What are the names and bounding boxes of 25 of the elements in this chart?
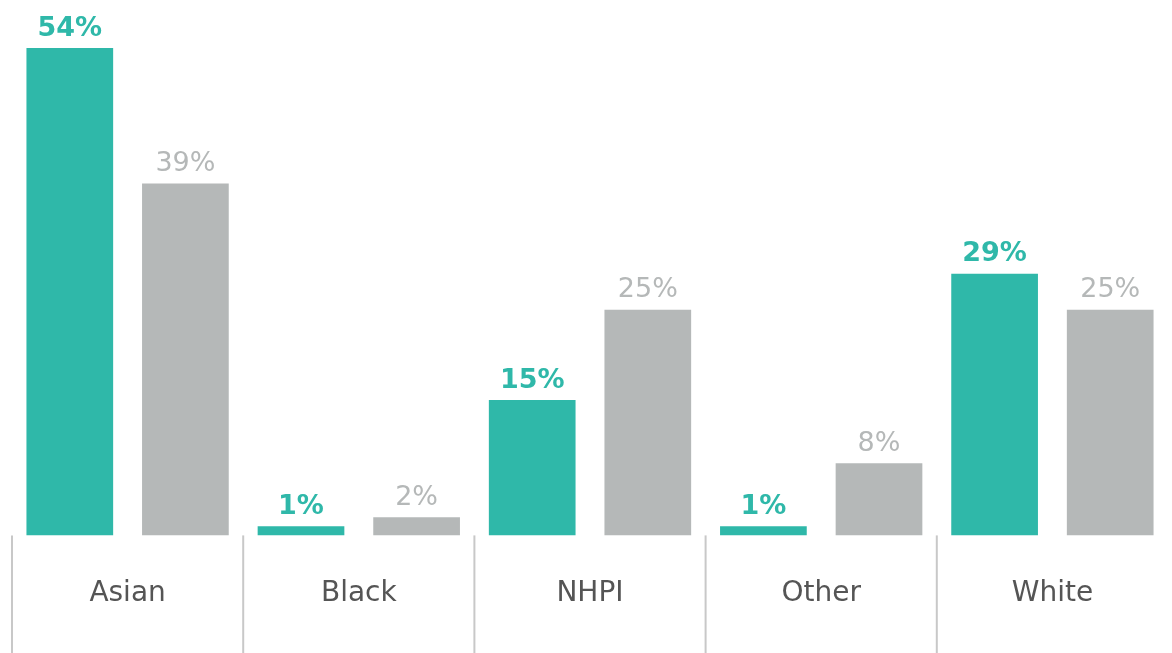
bar [835, 463, 923, 536]
data-label: 54% [37, 10, 103, 42]
bar [257, 526, 345, 536]
x-tick-label: White [1011, 575, 1094, 609]
x-tick-label: NHPI [556, 575, 624, 609]
data-label: 8% [857, 425, 901, 457]
data-label: 29% [962, 236, 1027, 268]
data-label: 15% [499, 362, 565, 394]
bar [373, 517, 460, 536]
x-tick-label: Other [781, 575, 862, 609]
data-label: 25% [617, 272, 678, 304]
x-tick-label: Asian [89, 575, 166, 609]
data-label: 2% [395, 479, 439, 511]
bar [26, 48, 114, 536]
bar [488, 400, 576, 536]
data-label: 39% [155, 145, 216, 177]
bar [951, 273, 1038, 536]
bar [720, 526, 807, 536]
x-tick-label: Black [320, 575, 398, 609]
data-label: 25% [1080, 272, 1141, 304]
data-label: 1% [278, 488, 324, 520]
bar [604, 309, 692, 536]
data-label: 1% [740, 488, 787, 520]
bar [1066, 309, 1154, 536]
bar [142, 183, 229, 536]
